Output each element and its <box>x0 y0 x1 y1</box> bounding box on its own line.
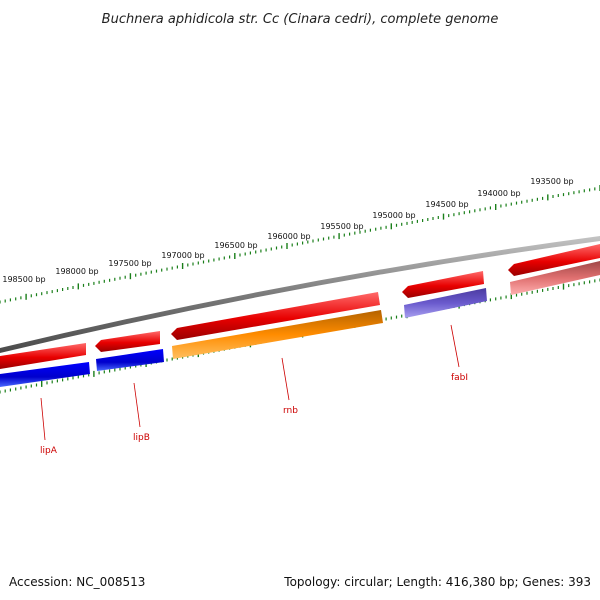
scale-label-197500: 197500 bp <box>108 259 151 268</box>
scale-label-194500: 194500 bp <box>425 200 468 209</box>
map-title: Buchnera aphidicola str. Cc (Cinara cedr… <box>102 12 499 27</box>
scale-label-196000: 196000 bp <box>267 232 310 241</box>
gene-forward-2 <box>95 331 160 352</box>
gene-pseudo <box>510 261 600 295</box>
gene-label-rnb: rnb <box>283 406 298 416</box>
outer-scale <box>0 185 600 304</box>
gene-forward-1 <box>0 343 86 369</box>
gene-lipB <box>96 349 164 371</box>
scale-label-195000: 195000 bp <box>372 211 415 220</box>
accession-text: Accession: NC_008513 <box>9 575 145 589</box>
scale-label-197000: 197000 bp <box>161 251 204 260</box>
gene-forward-4 <box>402 271 484 298</box>
genome-summary-text: Topology: circular; Length: 416,380 bp; … <box>283 575 591 589</box>
scale-label-193500: 193500 bp <box>530 177 573 186</box>
scale-label-194000: 194000 bp <box>477 189 520 198</box>
scale-label-198500: 198500 bp <box>2 275 45 284</box>
gene-label-lipB: lipB <box>133 433 150 443</box>
gene-lipA <box>0 362 90 387</box>
gene-forward-3 <box>171 292 380 340</box>
scale-label-196500: 196500 bp <box>214 241 257 250</box>
scale-label-195500: 195500 bp <box>320 222 363 231</box>
gene-label-lipA: lipA <box>40 446 58 456</box>
gene-rnb <box>172 310 383 359</box>
gene-fabI <box>404 288 487 318</box>
lipB-leader <box>133 382 141 428</box>
rnb-leader <box>281 357 290 401</box>
genome-backbone <box>0 236 600 353</box>
lipA-leader <box>40 397 46 441</box>
fabI-leader <box>450 324 460 368</box>
gene-forward-5 <box>508 244 600 276</box>
scale-label-198000: 198000 bp <box>55 267 98 276</box>
gene-label-fabI: fabI <box>451 373 468 383</box>
